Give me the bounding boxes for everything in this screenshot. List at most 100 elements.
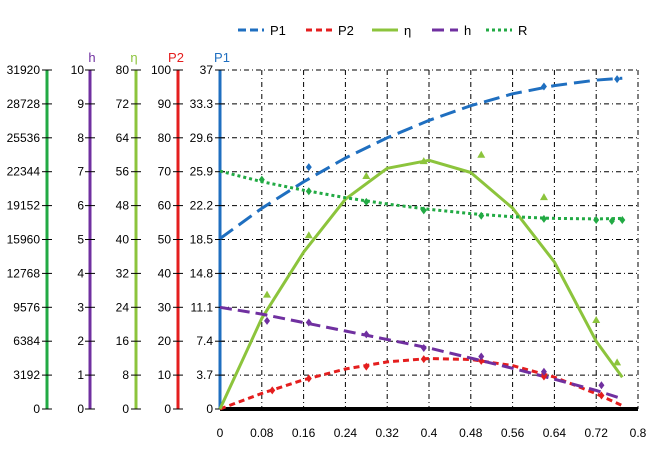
data-point-R (593, 215, 600, 224)
series-line-R (219, 169, 623, 221)
y-tick-label-P1: 18.5 (190, 233, 214, 247)
y-tick-label-R: 19152 (7, 199, 41, 213)
x-tick-label: 0.56 (501, 426, 525, 440)
y-tick-label-P2: 40 (158, 266, 172, 280)
y-tick-label-R: 3192 (13, 368, 40, 382)
data-point-h (598, 381, 605, 390)
y-tick-label-h: 9 (77, 97, 84, 111)
series-line-P2 (219, 357, 623, 411)
y-tick-label-η: 80 (116, 63, 130, 77)
data-point-η (477, 150, 486, 158)
y-tick-label-h: 0 (77, 402, 84, 416)
y-tick-label-R: 28728 (7, 97, 41, 111)
y-tick-label-h: 4 (77, 266, 84, 280)
data-point-R (420, 206, 427, 215)
y-tick-label-h: 5 (77, 233, 84, 247)
x-tick-label: 0.16 (292, 426, 316, 440)
y-tick-label-P2: 20 (158, 334, 172, 348)
data-point-h (305, 318, 312, 327)
data-point-η (539, 193, 548, 201)
y-tick-label-P1: 7.4 (196, 334, 213, 348)
y-tick-label-h: 3 (77, 300, 84, 314)
legend-label-P2: P2 (338, 23, 354, 38)
x-tick-label: 0 (217, 426, 224, 440)
y-axis-title-η: η (130, 50, 137, 65)
data-point-η (263, 290, 272, 298)
data-point-h (264, 316, 271, 325)
y-tick-label-R: 0 (33, 402, 40, 416)
y-axis-title-h: h (88, 50, 95, 65)
data-point-h (478, 352, 485, 361)
data-point-η (613, 358, 622, 366)
y-axis-title-P1: P1 (214, 50, 230, 65)
y-tick-label-P1: 14.8 (190, 266, 214, 280)
y-tick-label-P1: 3.7 (196, 368, 213, 382)
legend-label-h: h (464, 23, 471, 38)
data-point-P2 (598, 391, 605, 400)
y-tick-label-P2: 10 (158, 368, 172, 382)
y-tick-label-h: 10 (71, 63, 85, 77)
data-point-h (420, 343, 427, 352)
y-tick-label-h: 8 (77, 131, 84, 145)
y-tick-label-P1: 0 (206, 402, 213, 416)
legend-label-R: R (518, 23, 527, 38)
y-tick-label-h: 1 (77, 368, 84, 382)
series-line-h (219, 305, 623, 401)
y-tick-label-R: 22344 (7, 165, 41, 179)
data-point-P2 (420, 355, 427, 364)
y-tick-label-R: 31920 (7, 63, 41, 77)
x-tick-label: 0.72 (585, 426, 609, 440)
y-tick-label-P2: 90 (158, 97, 172, 111)
y-tick-label-η: 32 (116, 266, 130, 280)
data-point-R (305, 187, 312, 196)
y-tick-label-η: 8 (122, 368, 129, 382)
y-tick-label-R: 6384 (13, 334, 40, 348)
data-point-η (304, 231, 313, 239)
x-tick-label: 0.48 (459, 426, 483, 440)
y-tick-label-P2: 0 (164, 402, 171, 416)
y-tick-label-P1: 11.1 (191, 300, 214, 314)
data-point-η (419, 157, 428, 165)
x-tick-label: 0.32 (376, 426, 400, 440)
x-tick-label: 0.8 (630, 426, 647, 440)
data-point-h (540, 367, 547, 376)
y-tick-label-P2: 80 (158, 131, 172, 145)
x-tick-label: 0.64 (543, 426, 567, 440)
y-tick-label-P1: 29.6 (190, 131, 214, 145)
x-tick-label: 0.08 (250, 426, 274, 440)
y-tick-label-η: 64 (116, 131, 130, 145)
data-point-P2 (363, 362, 370, 371)
data-point-P2 (540, 372, 547, 381)
data-point-R (478, 211, 485, 220)
data-point-P1 (540, 82, 547, 91)
y-tick-label-η: 24 (116, 300, 130, 314)
y-tick-label-h: 2 (77, 334, 84, 348)
data-point-P1 (305, 163, 312, 172)
series-line-P1 (219, 76, 623, 240)
data-point-R (363, 197, 370, 206)
y-tick-label-R: 25536 (7, 131, 41, 145)
x-tick-label: 0.24 (334, 426, 358, 440)
data-point-h (363, 330, 370, 339)
y-tick-label-P2: 70 (158, 165, 172, 179)
y-tick-label-P2: 100 (151, 63, 171, 77)
data-point-R (258, 175, 265, 184)
y-tick-label-η: 72 (116, 97, 130, 111)
data-point-η (362, 171, 371, 179)
y-tick-label-η: 48 (116, 199, 130, 213)
y-tick-label-P1: 22.2 (190, 199, 214, 213)
data-point-R (540, 214, 547, 223)
data-point-P2 (305, 374, 312, 383)
y-tick-label-η: 0 (122, 402, 129, 416)
y-tick-label-R: 15960 (7, 233, 41, 247)
y-tick-label-η: 40 (116, 233, 130, 247)
data-point-P2 (478, 356, 485, 365)
y-tick-label-η: 56 (116, 165, 130, 179)
y-tick-label-P2: 30 (158, 300, 172, 314)
y-tick-label-h: 6 (77, 199, 84, 213)
x-tick-label: 0.4 (421, 426, 438, 440)
y-tick-label-h: 7 (77, 165, 84, 179)
y-tick-label-η: 16 (116, 334, 130, 348)
